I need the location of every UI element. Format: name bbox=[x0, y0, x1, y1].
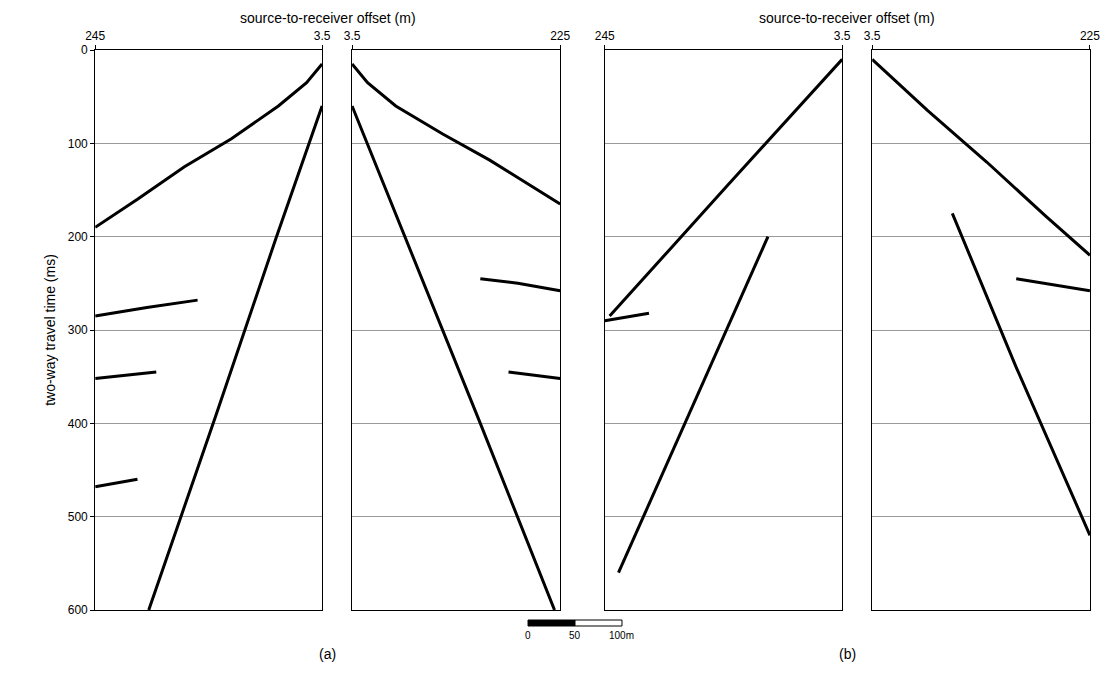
svg-text:3.5: 3.5 bbox=[344, 29, 361, 43]
svg-text:(a): (a) bbox=[319, 646, 336, 662]
svg-text:225: 225 bbox=[550, 29, 570, 43]
svg-text:source-to-receiver offset (m): source-to-receiver offset (m) bbox=[240, 10, 416, 26]
svg-text:100: 100 bbox=[68, 137, 88, 151]
svg-text:0: 0 bbox=[81, 43, 88, 57]
svg-text:source-to-receiver offset (m): source-to-receiver offset (m) bbox=[759, 10, 935, 26]
svg-text:0: 0 bbox=[525, 630, 531, 641]
svg-text:(b): (b) bbox=[839, 646, 856, 662]
svg-text:245: 245 bbox=[85, 29, 105, 43]
svg-text:400: 400 bbox=[68, 417, 88, 431]
svg-text:200: 200 bbox=[68, 230, 88, 244]
svg-text:50: 50 bbox=[569, 630, 581, 641]
svg-text:600: 600 bbox=[68, 603, 88, 617]
svg-text:3.5: 3.5 bbox=[864, 29, 881, 43]
svg-text:3.5: 3.5 bbox=[834, 29, 851, 43]
svg-text:100m: 100m bbox=[609, 630, 634, 641]
svg-text:500: 500 bbox=[68, 510, 88, 524]
svg-text:two-way travel time (ms): two-way travel time (ms) bbox=[42, 254, 58, 406]
svg-text:225: 225 bbox=[1080, 29, 1100, 43]
svg-text:300: 300 bbox=[68, 323, 88, 337]
svg-text:3.5: 3.5 bbox=[314, 29, 331, 43]
svg-text:245: 245 bbox=[595, 29, 615, 43]
